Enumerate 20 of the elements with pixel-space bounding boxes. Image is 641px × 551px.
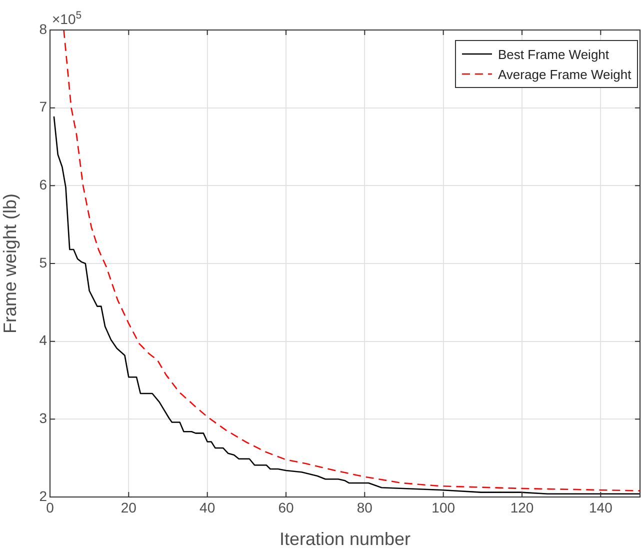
x-tick-label: 80 [356,499,373,516]
x-tick-label: 120 [510,499,534,516]
x-tick-label: 0 [46,499,54,516]
y-tick-label: 5 [39,254,48,270]
legend-label: Average Frame Weight [498,66,632,82]
x-tick-label: 20 [120,499,137,516]
legend-label: Best Frame Weight [498,46,610,62]
y-axis-title: Frame weight (lb) [0,193,20,334]
x-axis-title: Iteration number [279,529,411,550]
y-tick-label: 3 [39,410,48,426]
line-series [63,30,640,492]
y-tick-label: 7 [39,98,48,115]
x-tick-label: 100 [432,499,456,516]
y-tick-label: 2 [39,488,48,504]
x-tick-label: 60 [278,499,294,516]
y-tick-label: 6 [39,176,48,193]
x-tick-label: 40 [200,499,216,516]
y-tick-label: 8 [39,20,48,37]
x-tick-label: 140 [588,499,613,516]
y-tick-label: 4 [39,332,48,348]
